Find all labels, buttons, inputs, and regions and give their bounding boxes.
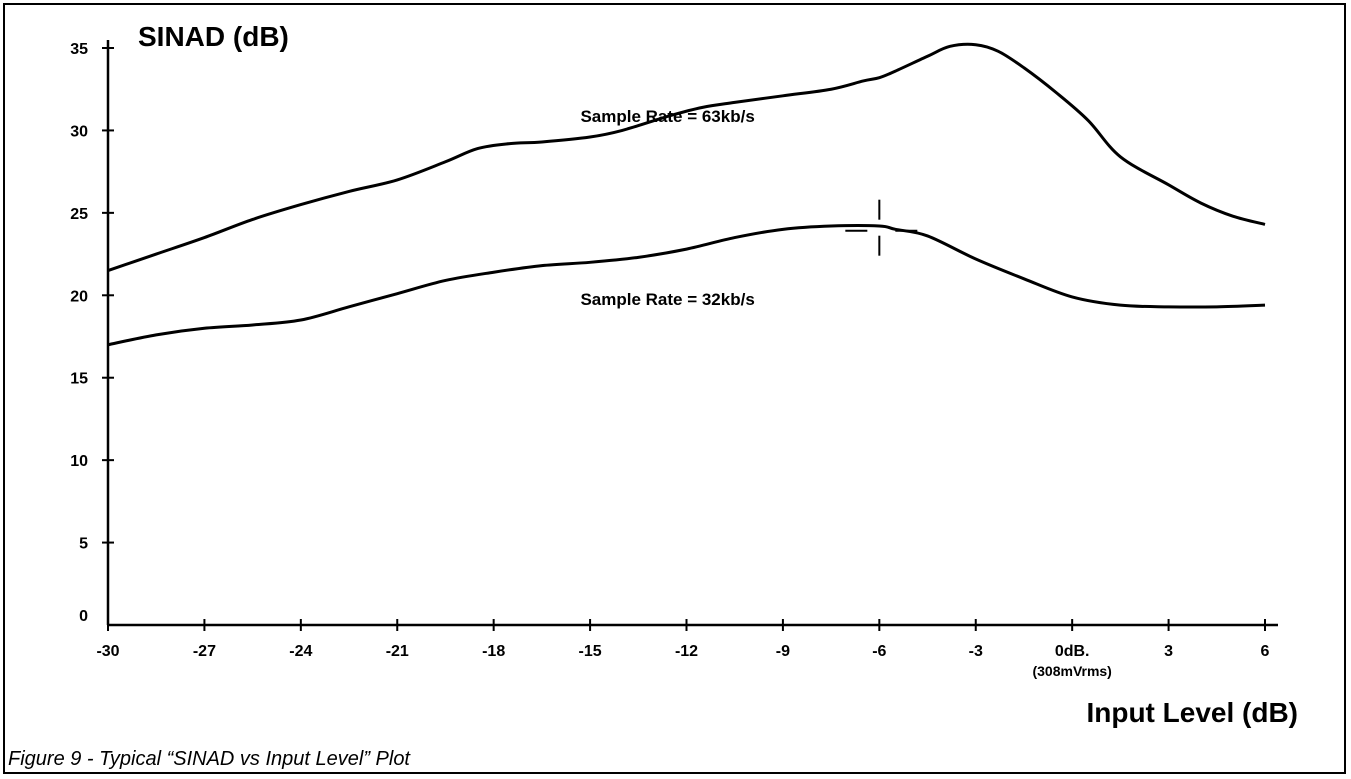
x-axis-title: Input Level (dB): [1086, 697, 1298, 728]
x-tick-label: -15: [579, 643, 602, 660]
axes: [106, 40, 1278, 627]
x-tick-label: -3: [969, 643, 983, 660]
series-label-2: Sample Rate = 32kb/s: [580, 290, 754, 309]
x-tick-label: -27: [193, 643, 216, 660]
figure-frame: [3, 3, 1346, 774]
y-tick-label: 25: [70, 206, 88, 223]
x-tick-label: -30: [96, 643, 119, 660]
series-label-1: Sample Rate = 63kb/s: [580, 107, 754, 126]
x-tick-sublabel: (308mVrms): [1032, 663, 1111, 679]
x-tick-label: -21: [386, 643, 409, 660]
y-tick-label: 35: [70, 41, 88, 58]
x-tick-label: 0dB.: [1055, 643, 1090, 660]
series-line-2: [107, 224, 1266, 347]
y-tick-label: 20: [70, 288, 88, 305]
x-tick-label: -9: [776, 643, 790, 660]
y-tick-label: 10: [70, 453, 88, 470]
series-lines: Sample Rate = 63kb/s Sample Rate = 32kb/s: [107, 42, 1266, 347]
y-tick-label: 15: [70, 371, 88, 388]
figure-caption: Figure 9 - Typical “SINAD vs Input Level…: [8, 748, 410, 770]
y-tick-label: 0: [79, 608, 88, 625]
y-tick-label: 30: [70, 123, 88, 140]
x-tick-label: 6: [1261, 643, 1270, 660]
y-tick-label: 5: [79, 536, 88, 553]
x-tick-label: -12: [675, 643, 698, 660]
series-line-1: [107, 42, 1266, 272]
x-tick-label: -24: [289, 643, 312, 660]
y-axis-title: SINAD (dB): [138, 21, 289, 52]
x-tick-label: -18: [482, 643, 505, 660]
ticks: 0 5 10 15 20 25 30 35 -30 -27 -24 -21 -18 -15 -12 -9 -6 -…: [70, 41, 1269, 679]
annotations: [845, 199, 918, 256]
crosshair-marker: [845, 199, 918, 256]
x-tick-label: 3: [1164, 643, 1173, 660]
x-tick-label: -6: [872, 643, 886, 660]
